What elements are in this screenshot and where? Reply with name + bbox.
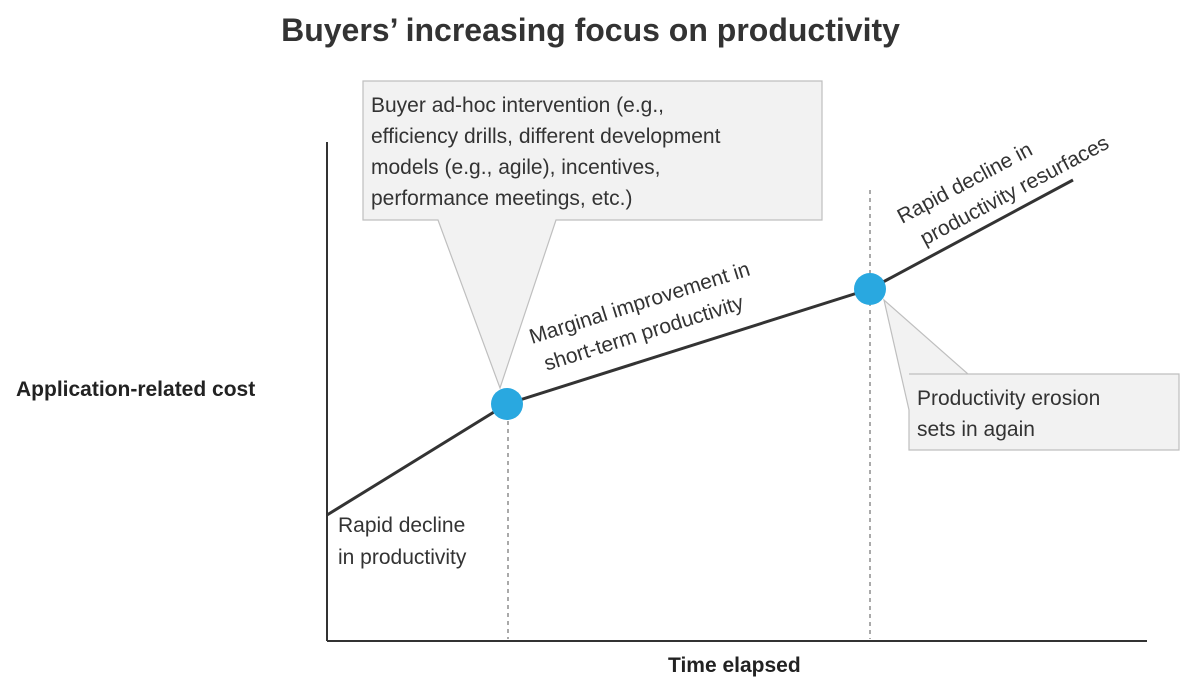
y-axis-label: Application-related cost xyxy=(16,378,256,401)
erosion-point-marker xyxy=(854,273,886,305)
intervention-callout: Buyer ad-hoc intervention (e.g., efficie… xyxy=(362,80,823,390)
intervention-point-marker xyxy=(491,388,523,420)
cost-trend-line xyxy=(326,178,1074,517)
erosion-callout-line-1: Productivity erosion xyxy=(917,387,1100,410)
diagram-title: Buyers’ increasing focus on productivity xyxy=(281,12,900,48)
intervention-callout-line-4: performance meetings, etc.) xyxy=(371,187,632,210)
phase1-label-line-1: Rapid decline xyxy=(338,514,465,537)
phase3-label: Rapid decline in productivity resurfaces xyxy=(894,131,1113,250)
erosion-callout: Productivity erosion sets in again xyxy=(883,298,1180,451)
intervention-callout-line-1: Buyer ad-hoc intervention (e.g., xyxy=(371,94,664,117)
intervention-callout-line-3: models (e.g., agile), incentives, xyxy=(371,156,660,179)
intervention-callout-line-2: efficiency drills, different development xyxy=(371,125,721,148)
phase1-label-line-2: in productivity xyxy=(338,546,467,569)
x-axis-label: Time elapsed xyxy=(668,654,801,677)
erosion-callout-line-2: sets in again xyxy=(917,418,1035,441)
